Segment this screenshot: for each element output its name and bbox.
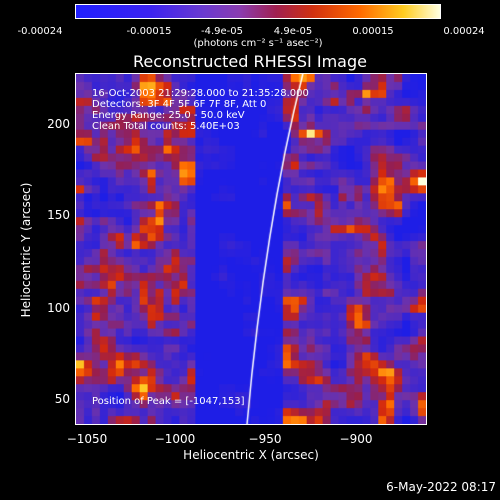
- colorbar-tick: -4.9e-05: [201, 26, 243, 37]
- x-tick-label: −950: [248, 432, 282, 446]
- x-tick-label: −1000: [154, 432, 196, 446]
- colorbar-tick: 4.9e-05: [273, 26, 313, 37]
- x-tick-label: −900: [339, 432, 373, 446]
- y-tick-label: 100: [47, 301, 70, 315]
- colorbar-units: (photons cm⁻² s⁻¹ asec⁻²): [193, 38, 323, 49]
- heatmap-image: [76, 74, 426, 424]
- colorbar-tick: -0.00015: [126, 26, 172, 37]
- annotation-energy: Energy Range: 25.0 - 50.0 keV: [92, 110, 245, 121]
- colorbar-tick: 0.00015: [352, 26, 394, 37]
- x-axis-label: Heliocentric X (arcsec): [183, 448, 319, 462]
- annotation-detectors: Detectors: 3F 4F 5F 6F 7F 8F, Att 0: [92, 99, 267, 110]
- peak-position: Position of Peak = [-1047,153]: [92, 396, 245, 407]
- y-axis-label: Heliocentric Y (arcsec): [19, 182, 33, 318]
- y-tick-label: 50: [54, 392, 70, 406]
- annotation-clean: Clean Total counts: 5.40E+03: [92, 121, 240, 132]
- colorbar-tick: -0.00024: [17, 26, 63, 37]
- timestamp: 6-May-2022 08:17: [386, 480, 496, 494]
- plot-title: Reconstructed RHESSI Image: [133, 52, 367, 71]
- colorbar: [75, 4, 441, 19]
- x-tick-label: −1050: [66, 432, 108, 446]
- image-plot: [75, 73, 427, 425]
- colorbar-tick: 0.00024: [443, 26, 485, 37]
- y-tick-label: 150: [47, 208, 70, 222]
- y-tick-label: 200: [47, 117, 70, 131]
- annotation-time: 16-Oct-2003 21:29:28.000 to 21:35:28.000: [92, 88, 309, 99]
